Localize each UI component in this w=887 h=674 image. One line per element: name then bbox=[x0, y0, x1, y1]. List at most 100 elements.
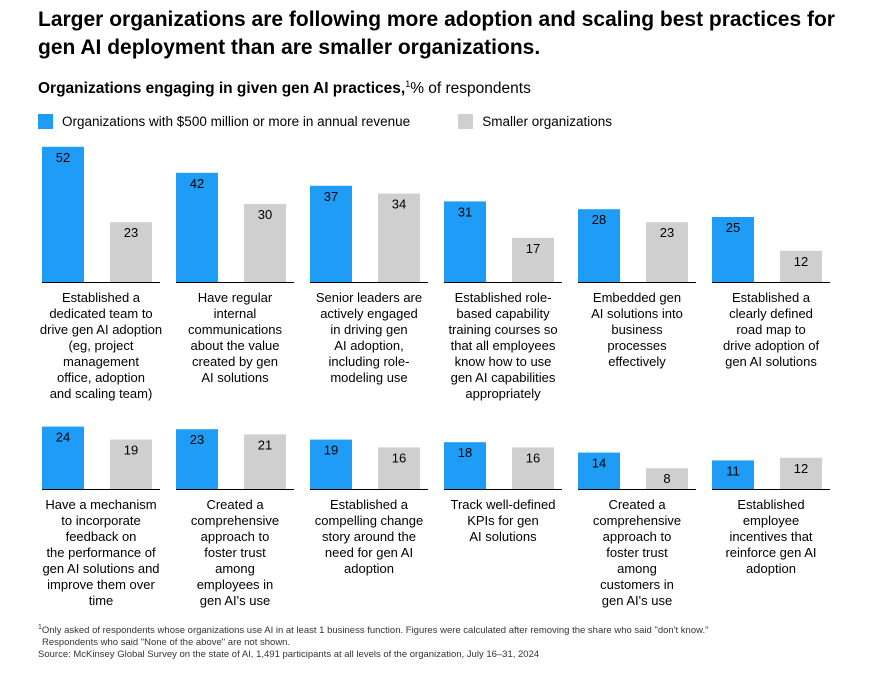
legend-label-small: Smaller organizations bbox=[482, 114, 613, 129]
value-label-large: 37 bbox=[324, 189, 338, 204]
footnote: 1Only asked of respondents whose organiz… bbox=[38, 622, 708, 661]
bar-large bbox=[42, 426, 84, 489]
bar-large bbox=[444, 442, 486, 489]
chart-title: Larger organizations are following more … bbox=[38, 8, 835, 59]
category-label-line: modeling use bbox=[330, 370, 407, 385]
value-label-small: 23 bbox=[660, 225, 674, 240]
category-label-line: gen AI solutions bbox=[725, 354, 817, 369]
category-label-line: created by gen bbox=[192, 354, 278, 369]
subtitle-unit: % of respondents bbox=[410, 80, 531, 98]
category-label-line: adoption bbox=[746, 561, 796, 576]
value-label-large: 18 bbox=[458, 445, 472, 460]
category-label-line: actively engaged bbox=[320, 306, 418, 321]
category-label-line: Have a mechanism bbox=[45, 497, 156, 512]
value-label-small: 17 bbox=[526, 241, 540, 256]
category-label-line: comprehensive bbox=[191, 513, 279, 528]
bar-small bbox=[110, 222, 152, 282]
category-label-line: Track well-defined bbox=[450, 497, 555, 512]
category-label-line: AI solutions into bbox=[591, 306, 683, 321]
value-label-large: 23 bbox=[190, 432, 204, 447]
category-label-line: management bbox=[63, 354, 139, 369]
category-label-line: Created a bbox=[206, 497, 264, 512]
category-label-line: foster trust bbox=[606, 545, 668, 560]
category-label-line: KPIs for gen bbox=[467, 513, 539, 528]
category-label-line: Embedded gen bbox=[593, 290, 681, 305]
value-label-small: 21 bbox=[258, 437, 272, 452]
bar-small bbox=[646, 468, 688, 489]
category-label-line: gen AI's use bbox=[602, 593, 672, 608]
value-label-large: 52 bbox=[56, 150, 70, 165]
value-label-small: 16 bbox=[526, 450, 540, 465]
value-label-large: 11 bbox=[726, 463, 740, 478]
category-label-line: in driving gen bbox=[330, 322, 407, 337]
category-label-line: Established bbox=[737, 497, 804, 512]
category-label-line: among bbox=[215, 561, 255, 576]
category-label-line: office, adoption bbox=[57, 370, 145, 385]
category-label-line: Established a bbox=[330, 497, 409, 512]
category-label-line: effectively bbox=[608, 354, 666, 369]
value-label-large: 19 bbox=[324, 443, 338, 458]
bar-large bbox=[444, 201, 486, 282]
category-label-line: dedicated team to bbox=[49, 306, 152, 321]
bar-large bbox=[578, 452, 620, 489]
category-group: 31 17 Established role-based capability tra… bbox=[444, 201, 562, 401]
category-label-line: appropriately bbox=[465, 386, 541, 401]
category-label: Established a dedicated team to drive gen … bbox=[40, 290, 162, 401]
bar-small bbox=[110, 439, 152, 489]
category-label-line: drive adoption of bbox=[723, 338, 820, 353]
bar-small bbox=[780, 250, 822, 282]
bar-small bbox=[244, 434, 286, 489]
category-label: Established role-based capability trainin… bbox=[448, 290, 557, 401]
category-label-line: Created a bbox=[608, 497, 666, 512]
value-label-small: 8 bbox=[663, 471, 670, 486]
category-label-line: AI solutions bbox=[469, 529, 537, 544]
category-label-line: approach to bbox=[603, 529, 672, 544]
category-label-line: processes bbox=[607, 338, 667, 353]
category-label-line: approach to bbox=[201, 529, 270, 544]
category-label-line: Established a bbox=[732, 290, 811, 305]
bar-small bbox=[378, 193, 420, 282]
category-label-line: Senior leaders are bbox=[316, 290, 422, 305]
category-group: 52 23 Established a dedicated team to drive … bbox=[40, 146, 162, 401]
category-label-line: know how to use bbox=[455, 354, 552, 369]
value-label-small: 16 bbox=[392, 450, 406, 465]
footnote-line-2: Respondents who said "None of the above"… bbox=[42, 637, 291, 649]
category-label-line: that all employees bbox=[451, 338, 556, 353]
value-label-large: 42 bbox=[190, 176, 204, 191]
category-label: Senior leaders are actively engaged in dri… bbox=[316, 290, 422, 385]
category-label-line: internal bbox=[214, 306, 257, 321]
category-label-line: drive gen AI adoption bbox=[40, 322, 162, 337]
value-label-small: 30 bbox=[258, 207, 272, 222]
bar-large bbox=[712, 217, 754, 282]
category-group: 18 16 Track well-defined KPIs for gen AI sol… bbox=[444, 442, 562, 544]
bar-large bbox=[578, 209, 620, 282]
value-label-large: 31 bbox=[458, 204, 472, 219]
category-label-line: reinforce gen AI bbox=[725, 545, 816, 560]
category-label-line: including role- bbox=[329, 354, 410, 369]
category-label-line: AI adoption, bbox=[334, 338, 403, 353]
category-group: 11 12 Established employee incentives that re… bbox=[712, 457, 830, 576]
category-label-line: time bbox=[89, 593, 114, 608]
bar-small bbox=[378, 447, 420, 489]
category-label-line: customers in bbox=[600, 577, 674, 592]
bar-large bbox=[176, 429, 218, 489]
category-label: Have a mechanism to incorporate feedback o… bbox=[42, 497, 159, 608]
category-label-line: incentives that bbox=[729, 529, 812, 544]
category-group: 19 16 Established a compelling change story … bbox=[310, 439, 428, 576]
category-label-line: Established role- bbox=[455, 290, 552, 305]
legend-label-large: Organizations with $500 million or more … bbox=[62, 114, 411, 129]
legend-swatch-small bbox=[458, 114, 474, 129]
chart-subtitle: Organizations engaging in given gen AI p… bbox=[38, 79, 531, 98]
category-label-line: (eg, project bbox=[68, 338, 133, 353]
category-label-line: to incorporate bbox=[61, 513, 141, 528]
category-label-line: training courses so bbox=[448, 322, 557, 337]
category-label: Established employee incentives that reinfo… bbox=[725, 497, 816, 576]
bar-large bbox=[310, 439, 352, 489]
bar-small bbox=[512, 237, 554, 282]
value-label-small: 34 bbox=[392, 197, 406, 212]
category-label-line: foster trust bbox=[204, 545, 266, 560]
category-label-line: story around the bbox=[322, 529, 416, 544]
bar-large bbox=[176, 172, 218, 282]
category-label: Created a comprehensive approach to foster … bbox=[593, 497, 681, 608]
category-label-line: compelling change bbox=[315, 513, 423, 528]
